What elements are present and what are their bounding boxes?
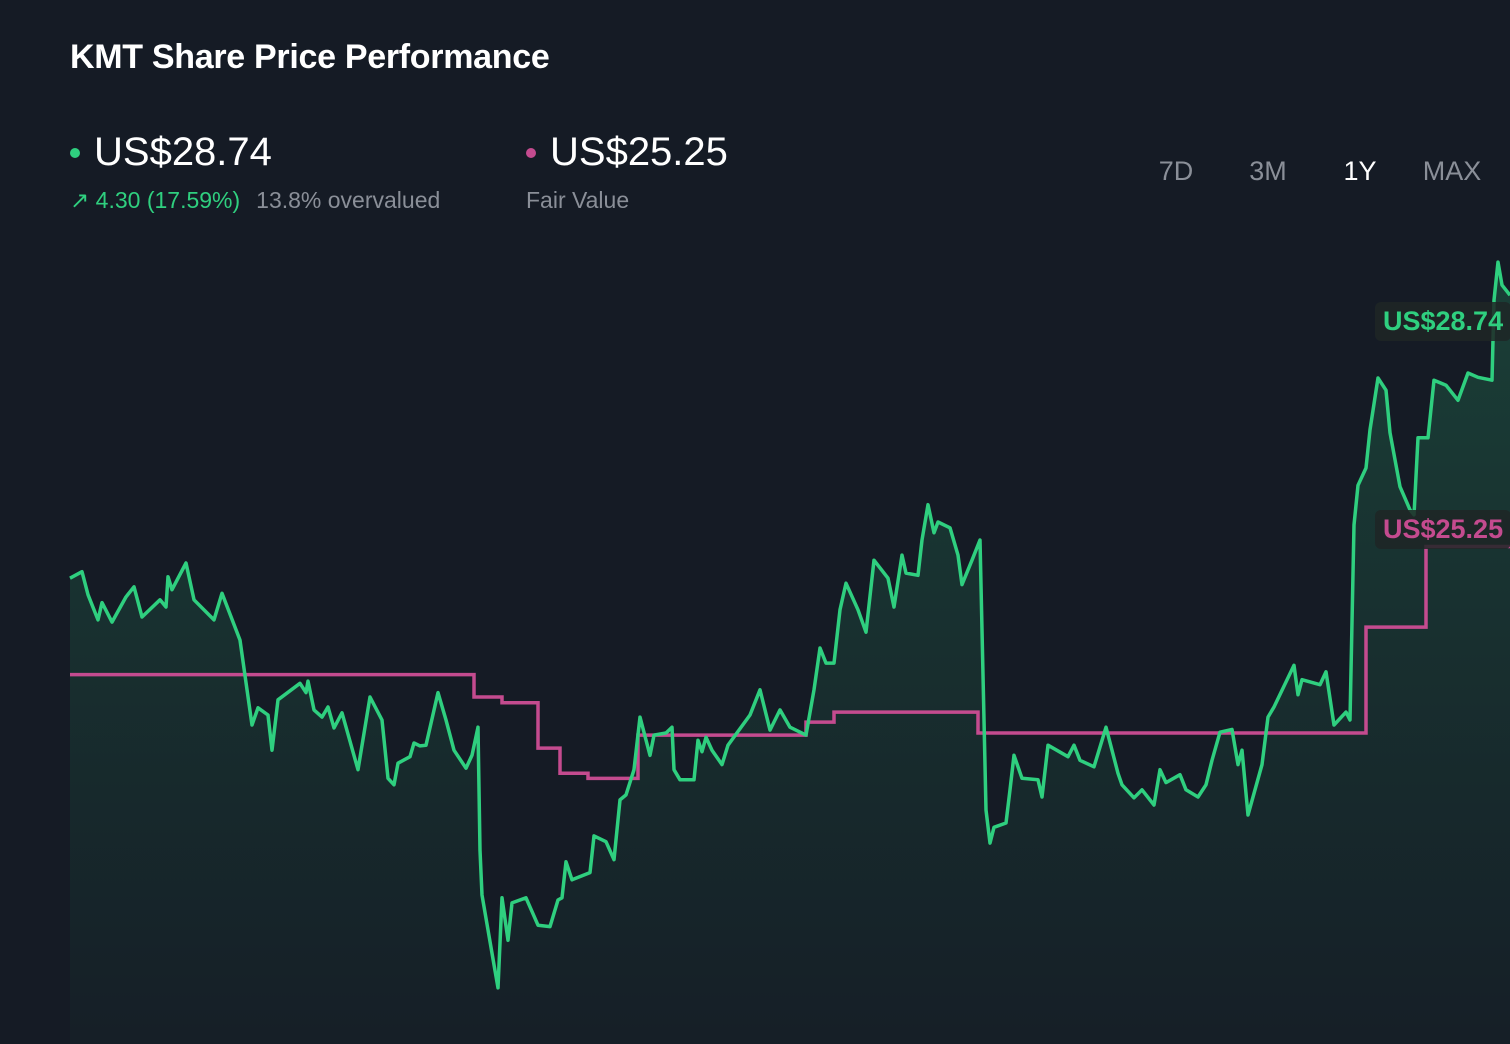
time-range-tabs: 7D 3M 1Y MAX <box>1130 156 1498 187</box>
tab-max[interactable]: MAX <box>1422 156 1482 186</box>
valuation-status: 13.8% overvalued <box>256 187 441 213</box>
current-price-block: US$28.74 ↗ 4.30 (17.59%) 13.8% overvalue… <box>70 130 440 214</box>
tab-7d[interactable]: 7D <box>1158 156 1194 186</box>
fair-legend-dot <box>526 147 536 158</box>
price-end-label: US$28.74 <box>1375 302 1510 341</box>
fair-value-label: Fair Value <box>526 187 630 213</box>
share-price-line <box>69 260 1510 990</box>
price-change: ↗ 4.30 (17.59%) <box>70 187 240 214</box>
fair-value-line <box>70 544 1510 781</box>
price-area-fill <box>70 262 1510 1044</box>
fair-value-block: US$25.25 Fair Value <box>526 130 728 214</box>
current-price: US$28.74 <box>94 130 272 174</box>
arrow-up-right-icon: ↗ <box>70 187 90 213</box>
fair-value-end-label: US$25.25 <box>1375 510 1510 549</box>
price-legend-dot <box>70 147 80 158</box>
fair-value-price: US$25.25 <box>550 130 728 174</box>
tab-1y[interactable]: 1Y <box>1343 156 1377 186</box>
chart-title: KMT Share Price Performance <box>70 38 550 76</box>
price-change-value: 4.30 (17.59%) <box>95 187 241 213</box>
tab-3m[interactable]: 3M <box>1249 156 1287 186</box>
